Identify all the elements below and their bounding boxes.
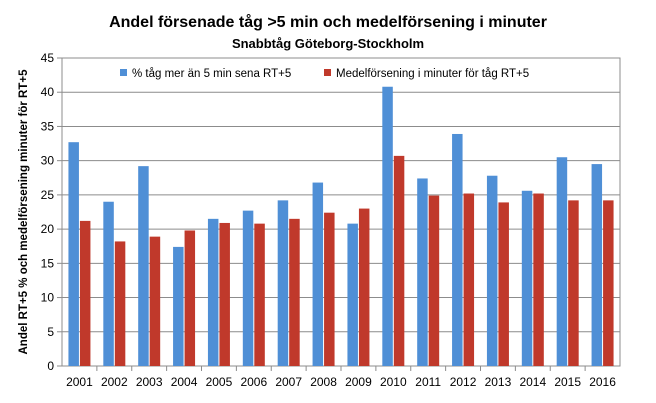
x-tick-label: 2004: [171, 375, 198, 389]
bar-series1-2007: [277, 200, 289, 366]
bar-series2-2006: [254, 223, 265, 366]
chart-subtitle: Snabbtåg Göteborg-Stockholm: [232, 36, 424, 51]
bar-series1-2004: [173, 246, 184, 366]
bar-series2-2009: [358, 208, 370, 366]
y-tick-label: 45: [41, 51, 55, 65]
y-tick-label: 20: [41, 222, 55, 236]
x-tick-label: 2011: [415, 375, 441, 389]
x-tick-label: 2015: [554, 375, 581, 389]
x-tick-label: 2006: [240, 375, 267, 389]
bar-series1-2005: [207, 218, 219, 366]
legend-label-series2: Medelförsening i minuter för tåg RT+5: [336, 68, 529, 80]
legend-swatch-series2: [324, 69, 331, 76]
y-tick-label: 40: [41, 85, 55, 99]
bar-series2-2015: [568, 200, 579, 366]
bar-series1-2009: [347, 223, 358, 366]
x-tick-label: 2002: [101, 375, 128, 389]
x-tick-label: 2003: [136, 375, 163, 389]
bar-series1-2011: [417, 178, 428, 366]
bar-series1-2001: [68, 142, 79, 366]
bar-series2-2007: [289, 218, 300, 366]
bar-series2-2014: [533, 193, 544, 366]
x-tick-label: 2016: [589, 375, 616, 389]
bar-series1-2010: [382, 86, 393, 366]
bar-series2-2003: [149, 236, 161, 366]
bar-series2-2004: [184, 230, 196, 366]
bar-series2-2008: [324, 212, 335, 366]
bar-series1-2015: [556, 157, 568, 366]
x-tick-label: 2014: [519, 375, 546, 389]
y-tick-label: 5: [47, 325, 54, 339]
x-tick-label: 2007: [275, 375, 302, 389]
legend-swatch-series1: [120, 69, 127, 76]
bar-series2-2016: [603, 200, 614, 366]
bar-series2-2001: [79, 220, 91, 366]
x-tick-label: 2001: [66, 375, 93, 389]
bar-series2-2011: [428, 195, 440, 366]
y-axis-label: Andel RT+5 % och medelförsening minuter …: [18, 69, 30, 355]
bar-series2-2010: [393, 155, 405, 366]
x-tick-label: 2008: [310, 375, 337, 389]
bar-series2-2012: [463, 193, 475, 366]
bar-series1-2003: [138, 166, 149, 366]
y-tick-label: 30: [41, 154, 55, 168]
bar-series1-2008: [312, 182, 324, 366]
x-tick-label: 2013: [485, 375, 512, 389]
x-tick-label: 2005: [206, 375, 233, 389]
bar-series1-2014: [521, 190, 533, 366]
chart-title: Andel försenade tåg >5 min och medelförs…: [109, 13, 547, 31]
bar-series2-2013: [498, 202, 509, 366]
bar-series1-2006: [242, 210, 254, 366]
bar-series2-2002: [114, 241, 126, 366]
bar-series1-2013: [486, 175, 498, 366]
y-tick-label: 10: [41, 291, 55, 305]
legend-label-series1: % tåg mer än 5 min sena RT+5: [132, 68, 291, 80]
bar-series1-2002: [103, 201, 114, 366]
y-tick-label: 35: [41, 119, 55, 133]
bar-series2-2005: [219, 222, 230, 366]
x-tick-label: 2009: [345, 375, 372, 389]
plot-area: 0 5 10 15 20 25 30 35 40 45 2001 2002 2003 2004 2005 20…: [41, 51, 621, 389]
x-tick-label: 2010: [380, 375, 407, 389]
bar-series1-2012: [452, 133, 463, 366]
x-tick-label: 2012: [450, 375, 477, 389]
y-tick-label: 15: [41, 256, 55, 270]
y-tick-label: 0: [47, 359, 54, 373]
bar-series1-2016: [591, 164, 603, 366]
y-tick-label: 25: [41, 188, 55, 202]
